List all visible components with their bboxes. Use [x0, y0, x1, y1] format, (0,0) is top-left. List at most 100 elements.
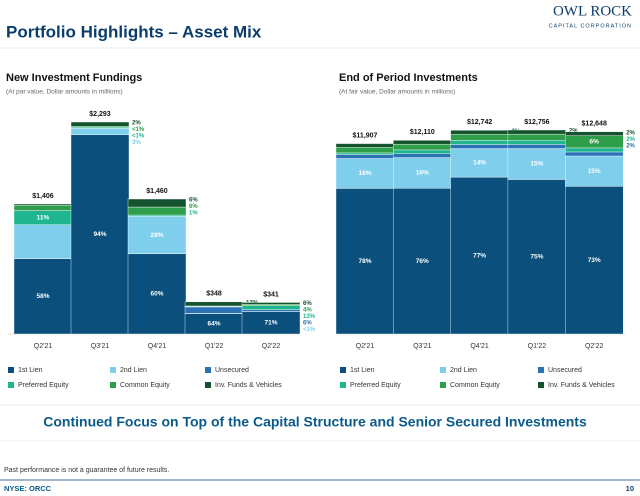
value-label: 73%: [588, 257, 601, 264]
value-label: 3%: [132, 140, 141, 146]
chart-title: End of Period Investments: [339, 72, 478, 84]
bar-segment: [70, 128, 130, 135]
bar-segment: [241, 305, 301, 310]
value-label: 75%: [530, 253, 543, 260]
value-label: 2%: [132, 121, 141, 127]
bar-segment: [507, 144, 567, 149]
value-label: 15%: [588, 168, 601, 175]
bar-segment: [127, 214, 187, 217]
bar-segment: [507, 140, 567, 145]
x-tick-label: Q3'21: [413, 343, 432, 350]
total-label: $12,110: [410, 129, 435, 136]
value-label: 6%: [303, 321, 312, 327]
legend-swatch: [340, 382, 346, 388]
legend-swatch: [8, 382, 14, 388]
value-label: 13%: [303, 314, 316, 320]
x-tick-label: Q2'21: [356, 343, 375, 350]
bar-segment: [393, 157, 452, 189]
legend-swatch: [538, 382, 544, 388]
x-tick-label: Q1'22: [528, 343, 547, 350]
chart-title: New Investment Fundings: [6, 72, 142, 84]
value-label: 60%: [150, 291, 163, 298]
value-label: 6%: [589, 139, 599, 146]
x-tick-label: Q3'21: [91, 343, 110, 350]
bar-segment: [507, 129, 567, 135]
bar-segment: [335, 188, 395, 335]
legend-label: 2nd Lien: [450, 367, 477, 374]
value-label: 64%: [207, 320, 220, 327]
legend-label: 1st Lien: [350, 367, 375, 374]
bar-segment: [335, 154, 395, 159]
total-label: $341: [263, 291, 279, 298]
bar-segment: [241, 302, 301, 305]
x-tick-label: Q1'22: [205, 343, 224, 350]
value-label: 6%: [189, 198, 198, 204]
value-label: 28%: [150, 232, 163, 239]
value-label: 6%: [189, 204, 198, 210]
bar-segment: [241, 309, 301, 312]
legend-swatch: [440, 367, 446, 373]
bar-segment: [127, 206, 187, 216]
total-label: $1,460: [146, 188, 168, 195]
bar-segment: [507, 179, 567, 335]
value-label: 2%: [626, 143, 635, 149]
total-label: $1,406: [32, 193, 54, 200]
chart-subtitle: (At par value, Dollar amounts in million…: [6, 89, 123, 96]
value-label: 1%: [189, 211, 198, 217]
value-label: 6%: [303, 301, 312, 307]
value-label: 77%: [473, 252, 486, 259]
value-label: 2%: [626, 137, 635, 143]
x-tick-label: Q2'22: [585, 343, 604, 350]
x-tick-label: Q2'21: [34, 343, 53, 350]
legend-label: Preferred Equity: [18, 382, 69, 389]
value-label: 15%: [530, 161, 543, 168]
page-number: 10: [626, 484, 634, 493]
bar-segment: [13, 224, 73, 259]
value-label: 2%: [626, 130, 635, 136]
legend-swatch: [110, 367, 116, 373]
value-label: 94%: [93, 231, 106, 238]
value-label: 16%: [358, 170, 371, 177]
legend-swatch: [440, 382, 446, 388]
bar-segment: [393, 143, 452, 151]
total-label: $11,907: [353, 132, 378, 139]
bar-segment: [70, 121, 130, 127]
logo: OWL ROCK: [553, 3, 632, 19]
bar-segment: [13, 203, 73, 206]
value-label: 76%: [416, 258, 429, 265]
total-label: $12,648: [582, 121, 607, 128]
total-label: $12,756: [524, 119, 549, 126]
legend-swatch: [110, 382, 116, 388]
value-label: 11%: [37, 214, 50, 221]
legend-label: Unsecured: [548, 367, 582, 374]
ticker: NYSE: ORCC: [4, 484, 52, 493]
bar-segment: [450, 130, 509, 135]
value-label: 14%: [473, 160, 486, 167]
value-label: <1%: [303, 327, 316, 333]
bar-segment: [507, 148, 567, 180]
legend-swatch: [205, 367, 211, 373]
bar-segment: [184, 306, 244, 314]
chart-subtitle: (At fair value, Dollar amounts in millio…: [339, 89, 455, 96]
bar-segment: [507, 133, 567, 141]
bar-segment: [335, 152, 395, 155]
legend-label: Inv. Funds & Vehicles: [215, 382, 282, 389]
legend-swatch: [340, 367, 346, 373]
disclaimer: Past performance is not a guarantee of f…: [4, 467, 169, 474]
value-label: 78%: [358, 258, 371, 265]
bar-segment: [393, 149, 452, 154]
legend-label: Common Equity: [120, 382, 170, 389]
legend-swatch: [205, 382, 211, 388]
value-label: 58%: [36, 293, 49, 300]
total-label: $348: [206, 291, 222, 298]
logo-sub: CAPITAL CORPORATION: [549, 23, 632, 29]
x-tick-label: Q4'21: [148, 343, 167, 350]
legend-label: Common Equity: [450, 382, 500, 389]
bar-segment: [335, 147, 395, 154]
banner: Continued Focus on Top of the Capital St…: [43, 414, 587, 430]
total-label: $2,293: [89, 111, 111, 118]
legend-label: 2nd Lien: [120, 367, 147, 374]
bar-segment: [565, 155, 624, 187]
bar-segment: [335, 158, 395, 189]
